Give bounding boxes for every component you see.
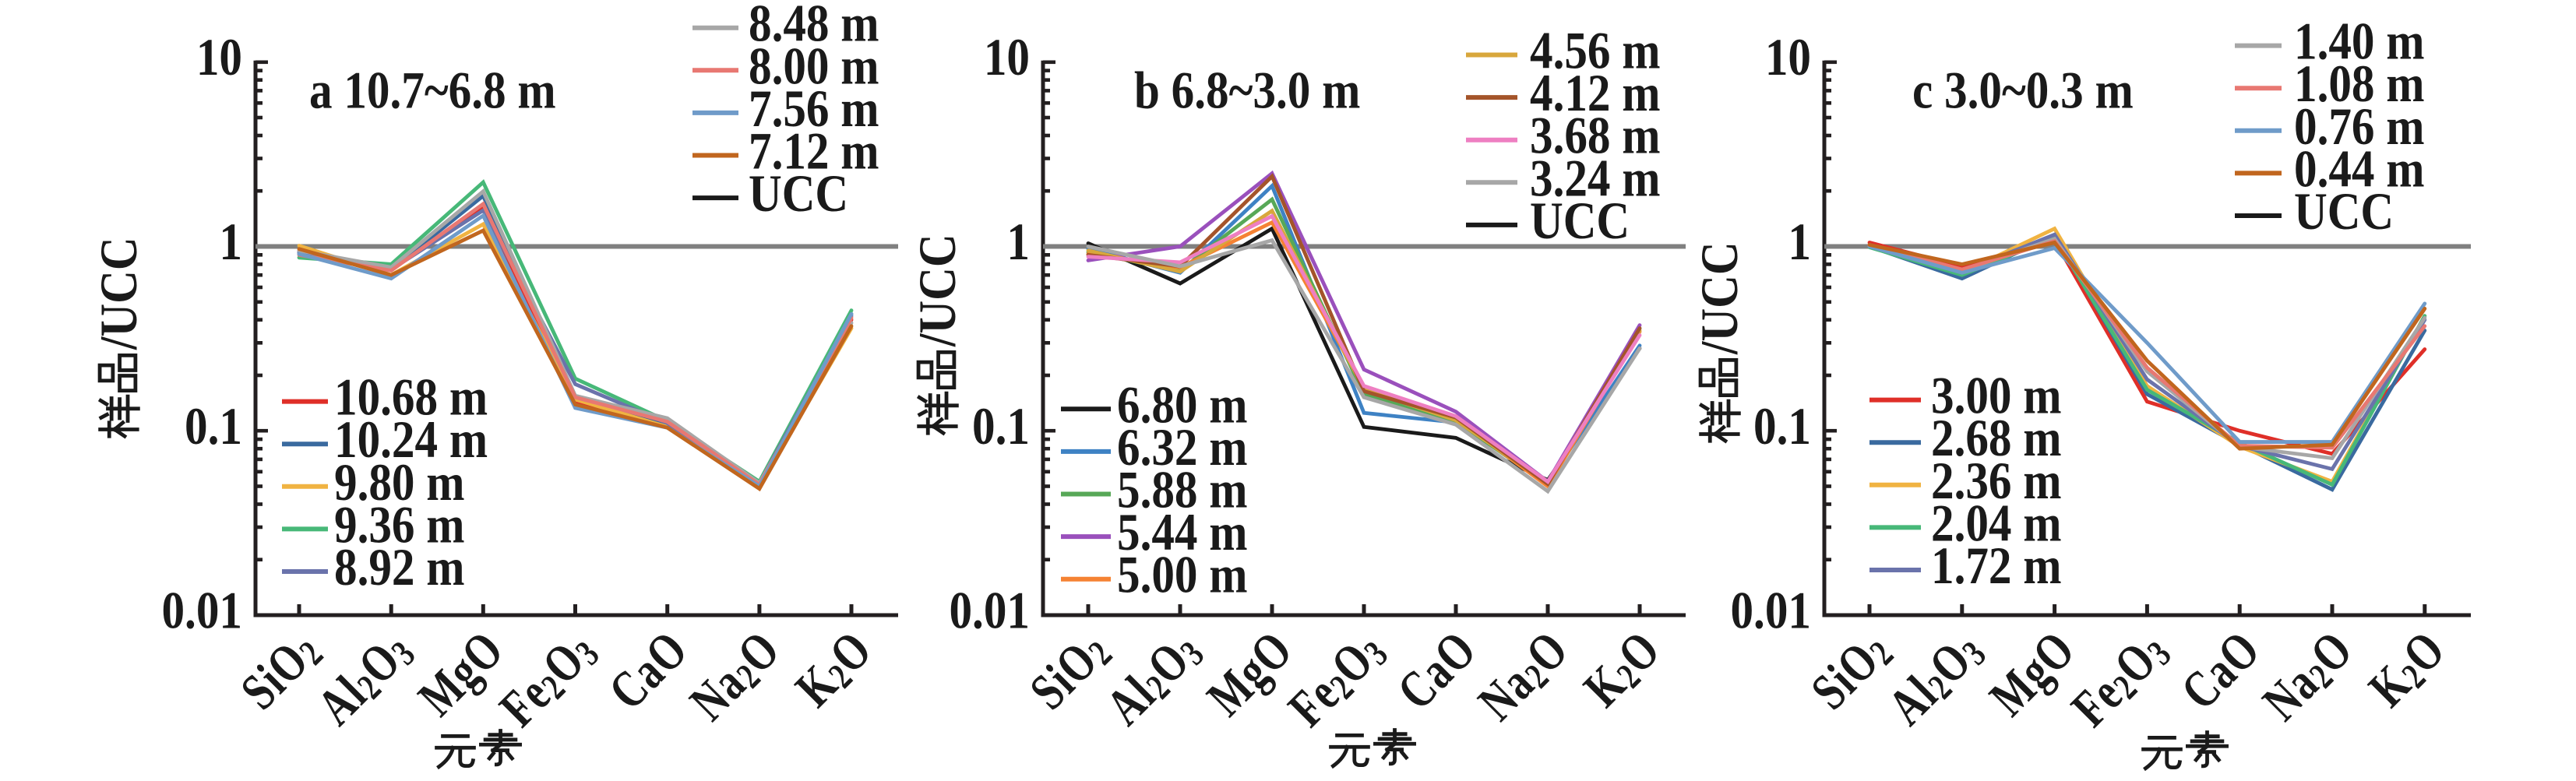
svg-text:0.1: 0.1 xyxy=(1753,396,1811,456)
svg-text:2.04 m: 2.04 m xyxy=(1931,494,2062,553)
svg-text:UCC: UCC xyxy=(1530,191,1630,250)
svg-text:1: 1 xyxy=(1006,212,1030,271)
svg-text:1.40 m: 1.40 m xyxy=(2294,12,2425,71)
svg-text:1: 1 xyxy=(219,212,242,271)
svg-text:b 6.8~3.0 m: b 6.8~3.0 m xyxy=(1134,61,1360,120)
svg-text:0.44 m: 0.44 m xyxy=(2294,139,2425,199)
svg-text:10: 10 xyxy=(984,27,1030,86)
svg-text:/UCC: /UCC xyxy=(89,237,148,350)
svg-text:/UCC: /UCC xyxy=(1690,241,1749,355)
svg-text:7.12 m: 7.12 m xyxy=(749,121,879,181)
svg-text:9.36 m: 9.36 m xyxy=(334,495,465,554)
svg-text:3.24 m: 3.24 m xyxy=(1530,148,1661,207)
svg-text:1.08 m: 1.08 m xyxy=(2294,54,2425,113)
svg-text:10: 10 xyxy=(1765,27,1811,86)
svg-text:8.48 m: 8.48 m xyxy=(749,0,879,53)
svg-text:4.56 m: 4.56 m xyxy=(1530,21,1661,80)
svg-text:8.00 m: 8.00 m xyxy=(749,36,879,95)
svg-text:10: 10 xyxy=(196,27,242,86)
svg-text:UCC: UCC xyxy=(749,164,848,223)
svg-text:5.00 m: 5.00 m xyxy=(1117,545,1248,604)
svg-text:6.80 m: 6.80 m xyxy=(1117,375,1248,434)
svg-text:8.92 m: 8.92 m xyxy=(334,537,465,596)
svg-text:10.24 m: 10.24 m xyxy=(334,410,488,469)
svg-text:3.68 m: 3.68 m xyxy=(1530,106,1661,165)
svg-text:c 3.0~0.3 m: c 3.0~0.3 m xyxy=(1912,61,2134,120)
svg-text:2.68 m: 2.68 m xyxy=(1931,408,2062,467)
svg-text:UCC: UCC xyxy=(2294,181,2394,241)
svg-text:1.72 m: 1.72 m xyxy=(1931,536,2062,595)
svg-text:0.76 m: 0.76 m xyxy=(2294,97,2425,156)
svg-text:2.36 m: 2.36 m xyxy=(1931,451,2062,510)
svg-text:5.44 m: 5.44 m xyxy=(1117,502,1248,561)
svg-text:0.1: 0.1 xyxy=(185,396,242,456)
svg-text:9.80 m: 9.80 m xyxy=(334,452,465,512)
svg-text:/UCC: /UCC xyxy=(907,234,967,347)
svg-text:7.56 m: 7.56 m xyxy=(749,79,879,138)
svg-text:1: 1 xyxy=(1788,212,1811,271)
svg-text:0.01: 0.01 xyxy=(161,581,242,640)
svg-text:6.32 m: 6.32 m xyxy=(1117,417,1248,477)
svg-text:0.01: 0.01 xyxy=(1730,581,1811,640)
svg-text:4.12 m: 4.12 m xyxy=(1530,63,1661,122)
svg-text:3.00 m: 3.00 m xyxy=(1931,366,2062,425)
svg-text:0.1: 0.1 xyxy=(972,396,1030,456)
svg-text:a 10.7~6.8 m: a 10.7~6.8 m xyxy=(309,61,556,120)
svg-text:10.68 m: 10.68 m xyxy=(334,368,488,427)
svg-text:0.01: 0.01 xyxy=(949,581,1030,640)
svg-text:5.88 m: 5.88 m xyxy=(1117,460,1248,519)
